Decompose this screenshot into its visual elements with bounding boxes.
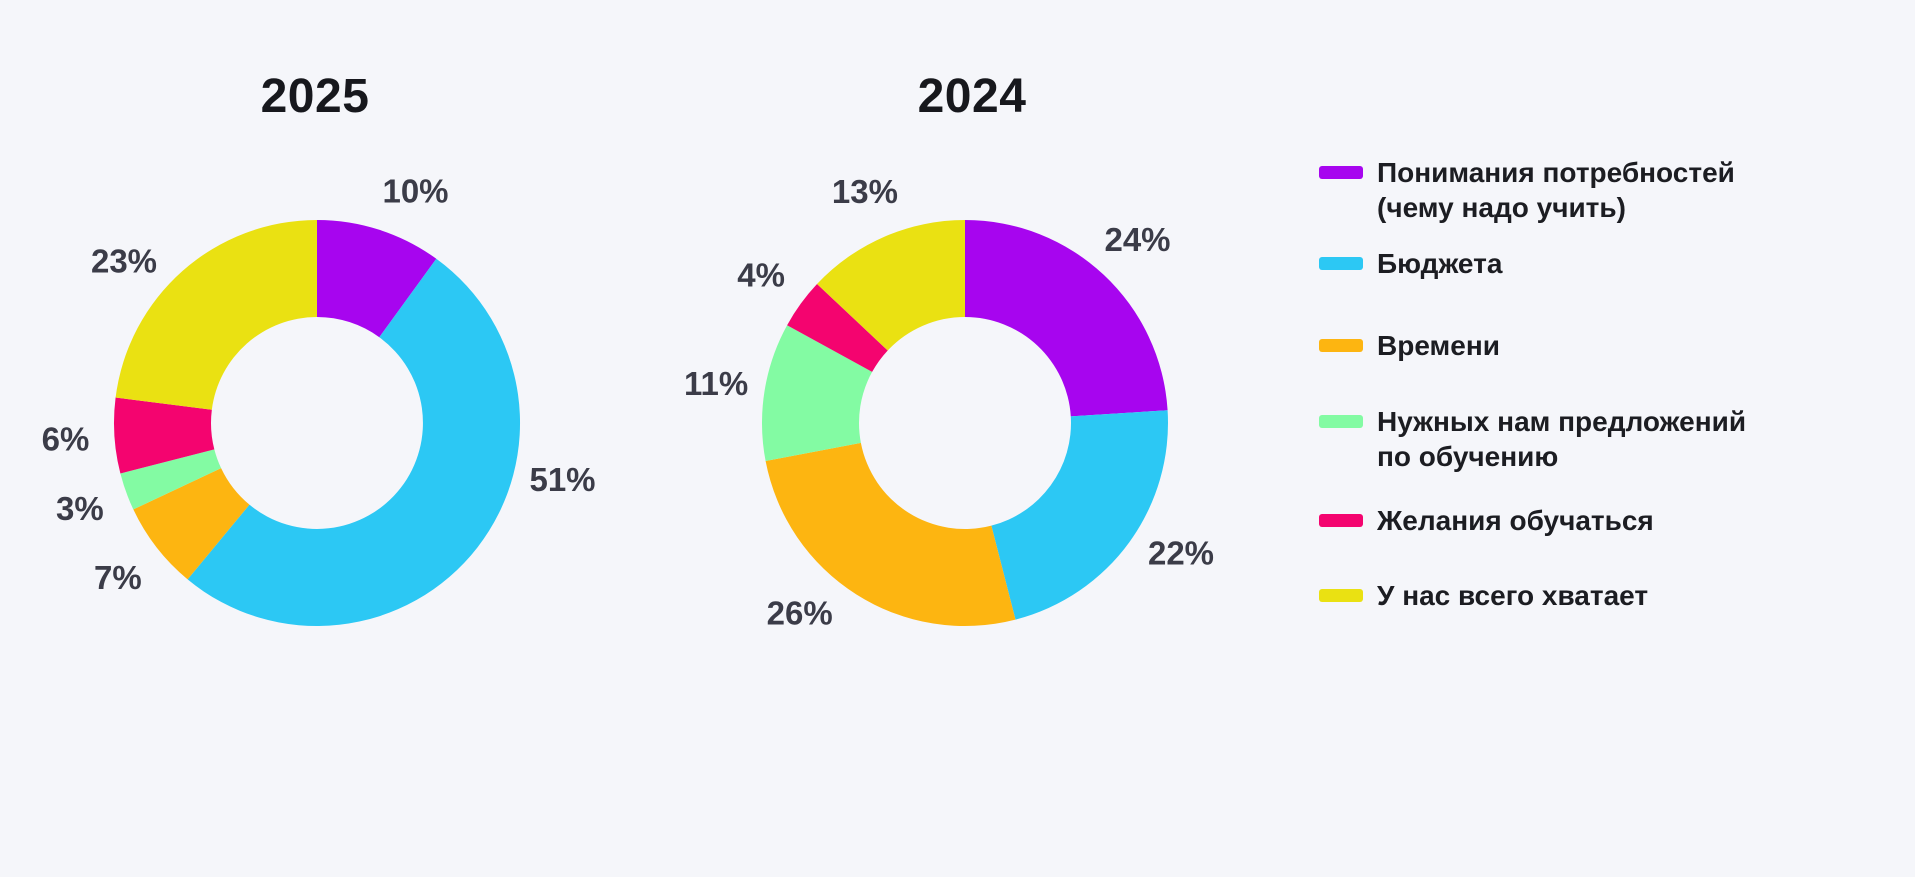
pie-slice-2025-5 [115, 220, 317, 410]
legend-swatch-green [1319, 415, 1363, 428]
pie-slice-2024-3 [762, 325, 873, 462]
pie-slice-2024-1 [991, 410, 1169, 620]
pie-percent-label-2024-2: 26% [767, 595, 833, 632]
legend-item-training-offers: Нужных нам предложений по обучению [1319, 404, 1746, 474]
legend-swatch-orange [1319, 339, 1363, 352]
pie-percent-label-2024-3: 11% [684, 365, 748, 402]
chart-title-2024: 2024 [917, 70, 1027, 123]
pie-slice-2024-5 [817, 220, 965, 351]
legend-label: Бюджета [1377, 248, 1503, 279]
chart-legend: Понимания потребностей (чему надо учить)… [1319, 0, 1879, 877]
legend-item-we-have-enough: У нас всего хватает [1319, 578, 1648, 613]
pie-percent-label-2025-4: 6% [42, 420, 90, 457]
pie-percent-label-2024-1: 22% [1148, 534, 1214, 571]
pie-percent-label-2024-4: 4% [737, 256, 785, 293]
pie-slice-2025-4 [114, 397, 215, 474]
legend-item-budget: Бюджета [1319, 246, 1502, 281]
legend-item-time: Времени [1319, 328, 1500, 363]
pie-slice-2024-4 [787, 284, 888, 372]
legend-label: Нужных нам предложений по обучению [1377, 406, 1747, 472]
legend-item-desire-to-learn: Желания обучаться [1319, 503, 1654, 538]
pie-percent-label-2025-0: 10% [382, 173, 448, 210]
pie-percent-label-2024-0: 24% [1104, 221, 1170, 258]
pie-slice-2025-1 [187, 258, 521, 627]
legend-swatch-pink [1319, 514, 1363, 527]
pie-slice-2025-0 [317, 220, 437, 338]
pie-slice-2024-2 [765, 442, 1016, 626]
legend-label: Желания обучаться [1377, 505, 1654, 536]
pie-slice-2025-2 [133, 468, 250, 580]
pie-percent-label-2025-3: 3% [56, 490, 104, 527]
legend-item-understanding-needs: Понимания потребностей (чему надо учить) [1319, 155, 1735, 225]
pie-slice-2024-0 [965, 220, 1168, 417]
legend-label: Понимания потребностей (чему надо учить) [1377, 157, 1735, 223]
pie-percent-label-2024-5: 13% [832, 173, 898, 210]
chart-title-2025: 2025 [260, 70, 370, 123]
legend-label: У нас всего хватает [1377, 580, 1649, 611]
legend-swatch-blue [1319, 257, 1363, 270]
pie-percent-label-2025-1: 51% [529, 461, 595, 498]
legend-swatch-yellow [1319, 589, 1363, 602]
legend-label: Времени [1377, 330, 1500, 361]
legend-swatch-purple [1319, 166, 1363, 179]
pie-percent-label-2025-5: 23% [91, 243, 157, 280]
pie-percent-label-2025-2: 7% [94, 559, 142, 596]
pie-slice-2025-3 [120, 449, 222, 510]
